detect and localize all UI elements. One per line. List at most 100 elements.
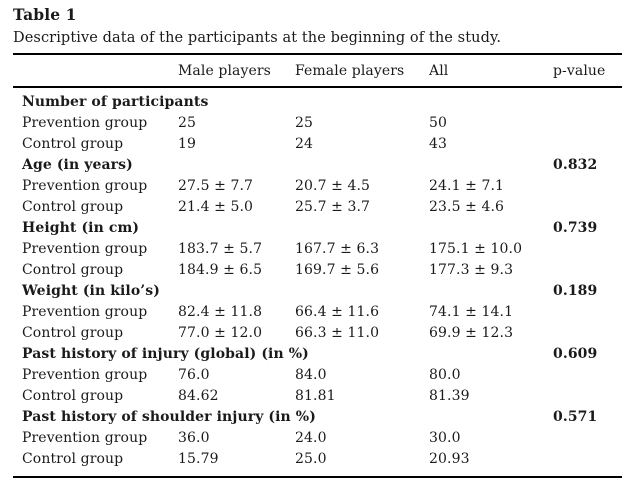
cell-all: 30.0 [429, 430, 461, 446]
table-row: Past history of injury (global) (in %) 0… [13, 344, 622, 365]
cell-all [429, 87, 553, 113]
table-row: Height (in cm) 0.739 [13, 218, 622, 239]
cell-male: 76.0 [178, 367, 210, 383]
cell-female: 167.7 ± 6.3 [295, 241, 380, 257]
cell-female [295, 155, 429, 176]
cell-label: Past history of injury (global) (in %) [22, 346, 309, 362]
cell-p-value [553, 449, 622, 477]
cell-male [178, 218, 295, 239]
cell-all: 177.3 ± 9.3 [429, 262, 514, 278]
table-caption: Descriptive data of the participants at … [13, 30, 502, 46]
table-row: Control group 21.4 ± 5.0 25.7 ± 3.7 23.5… [13, 197, 622, 218]
cell-male: 27.5 ± 7.7 [178, 178, 254, 194]
cell-all: 20.93 [429, 451, 470, 467]
cell-male: 184.9 ± 6.5 [178, 262, 263, 278]
cell-all: 43 [429, 136, 448, 152]
cell-label: Number of participants [22, 94, 209, 110]
table-body: Number of participants Prevention group … [13, 87, 622, 477]
cell-all: 80.0 [429, 367, 461, 383]
cell-female: 66.3 ± 11.0 [295, 325, 380, 341]
table-row: Prevention group 36.0 24.0 30.0 [13, 428, 622, 449]
cell-all: 175.1 ± 10.0 [429, 241, 523, 257]
header-row-label [13, 54, 178, 88]
cell-female [295, 87, 429, 113]
table-row: Control group 184.9 ± 6.5 169.7 ± 5.6 17… [13, 260, 622, 281]
header-all: All [429, 54, 553, 88]
cell-female [295, 281, 429, 302]
cell-label: Control group [22, 262, 124, 278]
cell-label: Prevention group [22, 178, 148, 194]
cell-label: Prevention group [22, 367, 148, 383]
cell-female: 25 [295, 115, 314, 131]
cell-p-value [553, 260, 622, 281]
cell-male: 36.0 [178, 430, 210, 446]
header-p-value: p-value [553, 54, 622, 88]
header-row: Male players Female players All p-value [13, 54, 622, 88]
cell-p-value [553, 323, 622, 344]
table-row: Control group 15.79 25.0 20.93 [13, 449, 622, 477]
table-row: Control group 19 24 43 [13, 134, 622, 155]
table-row: Past history of shoulder injury (in %) 0… [13, 407, 622, 428]
cell-p-value [553, 176, 622, 197]
descriptive-data-table: Male players Female players All p-value … [13, 53, 622, 478]
table-header: Male players Female players All p-value [13, 54, 622, 88]
cell-p-value [553, 302, 622, 323]
cell-label: Control group [22, 136, 124, 152]
cell-label: Prevention group [22, 304, 148, 320]
table-row: Prevention group 27.5 ± 7.7 20.7 ± 4.5 2… [13, 176, 622, 197]
cell-p-value [553, 239, 622, 260]
cell-all [429, 218, 553, 239]
cell-male: 84.62 [178, 388, 219, 404]
cell-label: Past history of shoulder injury (in %) [22, 409, 316, 425]
cell-male: 82.4 ± 11.8 [178, 304, 263, 320]
cell-p-value: 0.609 [553, 346, 598, 362]
cell-label: Control group [22, 388, 124, 404]
article-table-block: Table 1 Descriptive data of the particip… [13, 5, 622, 478]
cell-label: Control group [22, 199, 124, 215]
cell-p-value: 0.739 [553, 220, 598, 236]
cell-male: 19 [178, 136, 197, 152]
cell-male: 25 [178, 115, 197, 131]
table-row: Prevention group 82.4 ± 11.8 66.4 ± 11.6… [13, 302, 622, 323]
header-male-players: Male players [178, 54, 295, 88]
cell-p-value: 0.189 [553, 283, 598, 299]
cell-male: 15.79 [178, 451, 219, 467]
cell-female: 84.0 [295, 367, 327, 383]
cell-female: 20.7 ± 4.5 [295, 178, 371, 194]
table-row: Control group 77.0 ± 12.0 66.3 ± 11.0 69… [13, 323, 622, 344]
cell-label: Prevention group [22, 115, 148, 131]
cell-p-value [553, 386, 622, 407]
cell-label: Control group [22, 451, 124, 467]
cell-male [178, 281, 295, 302]
table-row: Prevention group 183.7 ± 5.7 167.7 ± 6.3… [13, 239, 622, 260]
cell-female: 169.7 ± 5.6 [295, 262, 380, 278]
table-row: Prevention group 76.0 84.0 80.0 [13, 365, 622, 386]
cell-p-value: 0.571 [553, 409, 598, 425]
cell-p-value [553, 87, 622, 113]
cell-label: Prevention group [22, 430, 148, 446]
cell-male: 183.7 ± 5.7 [178, 241, 263, 257]
table-row: Age (in years) 0.832 [13, 155, 622, 176]
cell-all [429, 281, 553, 302]
cell-female: 66.4 ± 11.6 [295, 304, 380, 320]
cell-label: Age (in years) [22, 157, 133, 173]
cell-p-value [553, 365, 622, 386]
cell-all: 24.1 ± 7.1 [429, 178, 505, 194]
cell-female [295, 218, 429, 239]
cell-female: 24.0 [295, 430, 327, 446]
cell-male [178, 155, 295, 176]
cell-female: 81.81 [295, 388, 336, 404]
cell-female: 24 [295, 136, 314, 152]
cell-label: Height (in cm) [22, 220, 140, 236]
table-title: Table 1 [13, 5, 77, 24]
cell-p-value: 0.832 [553, 157, 598, 173]
cell-all [429, 407, 553, 428]
cell-p-value [553, 134, 622, 155]
cell-p-value [553, 197, 622, 218]
cell-female [295, 344, 429, 365]
cell-label: Control group [22, 325, 124, 341]
cell-p-value [553, 428, 622, 449]
cell-label: Weight (in kilo’s) [22, 283, 160, 299]
cell-all: 74.1 ± 14.1 [429, 304, 514, 320]
table-row: Weight (in kilo’s) 0.189 [13, 281, 622, 302]
